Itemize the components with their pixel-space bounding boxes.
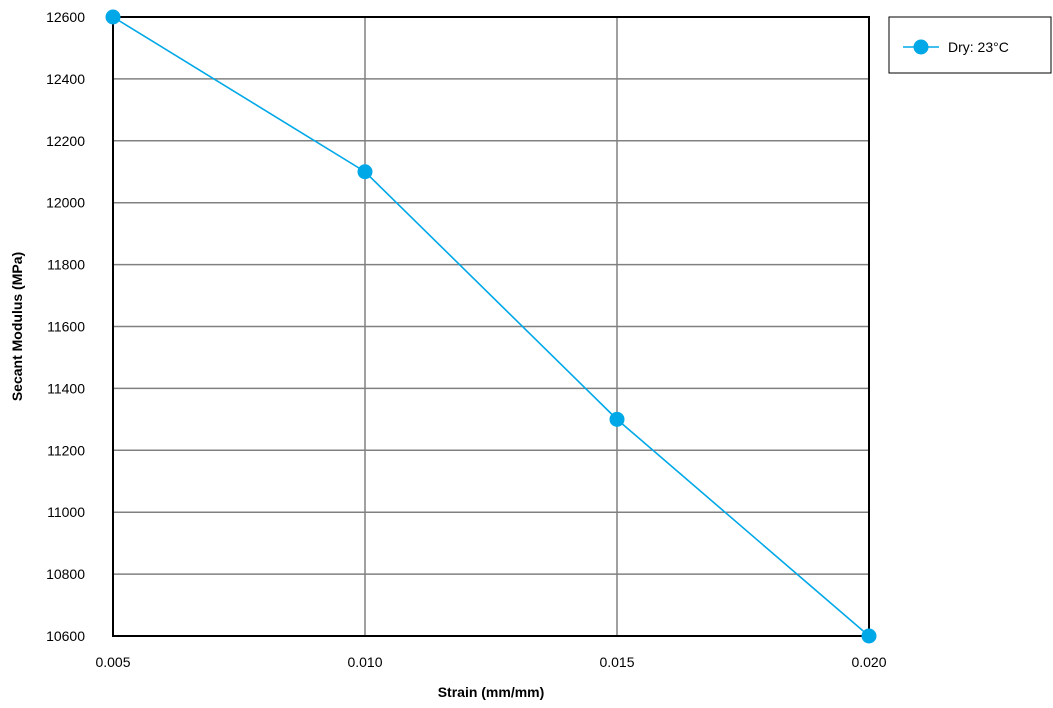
series-layer xyxy=(105,9,877,644)
y-tick-label: 11600 xyxy=(47,319,85,335)
legend-label: Dry: 23°C xyxy=(948,39,1009,55)
plot-frame xyxy=(112,16,870,637)
y-tick-label: 10600 xyxy=(46,628,85,644)
y-tick-label: 12000 xyxy=(46,195,85,211)
y-tick-label: 10800 xyxy=(46,566,85,582)
y-tick-label: 11800 xyxy=(47,257,85,273)
x-tick-label: 0.020 xyxy=(851,654,886,670)
y-axis-title: Secant Modulus (MPa) xyxy=(9,252,25,401)
x-tick-label: 0.015 xyxy=(599,654,634,670)
y-tick-label: 11200 xyxy=(47,442,85,458)
legend: Dry: 23°C xyxy=(888,16,1052,74)
x-tick-label: 0.005 xyxy=(95,654,130,670)
x-tick-labels: 0.005 0.010 0.015 0.020 xyxy=(95,654,886,670)
series-line xyxy=(112,16,870,637)
y-tick-label: 12200 xyxy=(46,133,85,149)
data-point xyxy=(357,164,373,180)
y-tick-labels: 10600 10800 11000 11200 11400 11600 11800 12000… xyxy=(46,9,85,644)
x-axis-title: Strain (mm/mm) xyxy=(438,684,545,700)
y-tick-label: 12600 xyxy=(46,9,85,25)
y-tick-label: 12400 xyxy=(46,71,85,87)
y-tick-label: 11400 xyxy=(47,380,85,396)
grid-lines xyxy=(112,16,870,637)
data-point xyxy=(609,411,625,427)
data-point xyxy=(861,628,877,644)
data-point xyxy=(105,9,121,25)
x-tick-label: 0.010 xyxy=(347,654,382,670)
legend-marker-swatch xyxy=(913,39,929,55)
y-tick-label: 11000 xyxy=(47,504,85,520)
